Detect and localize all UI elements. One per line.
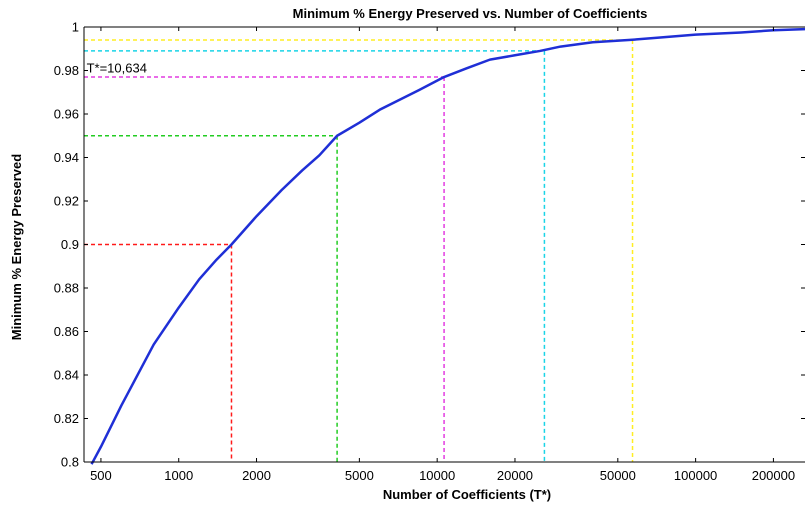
y-tick-label-6: 0.92	[54, 194, 79, 209]
x-axis-label: Number of Coefficients (T*)	[383, 487, 551, 502]
y-axis-label: Minimum % Energy Preserved	[9, 154, 24, 340]
x-tick-label-5: 20000	[497, 468, 533, 483]
y-tick-label-5: 0.9	[61, 237, 79, 252]
x-tick-label-6: 50000	[600, 468, 636, 483]
y-tick-label-2: 0.84	[54, 368, 79, 383]
y-tick-label-8: 0.96	[54, 107, 79, 122]
ticks: 0.8 0.82 0.84 0.86 0.88 0.9 0.92 0.94 0.96 0.98 1 5…	[54, 20, 805, 483]
series-layer	[90, 27, 805, 465]
x-tick-label-2: 2000	[242, 468, 271, 483]
y-tick-label-7: 0.94	[54, 150, 79, 165]
y-tick-label-9: 0.98	[54, 63, 79, 78]
x-tick-label-3: 5000	[345, 468, 374, 483]
annotation-label-0: T*=10,634	[87, 61, 147, 76]
y-tick-label-1: 0.82	[54, 411, 79, 426]
y-tick-label-3: 0.86	[54, 324, 79, 339]
x-tick-label-4: 10000	[419, 468, 455, 483]
chart-title: Minimum % Energy Preserved vs. Number of…	[293, 6, 648, 21]
annotations: T*=10,634	[87, 61, 147, 76]
x-tick-label-7: 100000	[674, 468, 717, 483]
x-tick-label-1: 1000	[164, 468, 193, 483]
x-tick-label-0: 500	[90, 468, 112, 483]
y-tick-label-0: 0.8	[61, 455, 79, 470]
x-tick-label-8: 200000	[752, 468, 795, 483]
data-series-line-0	[90, 27, 805, 465]
reference-lines	[84, 39, 634, 462]
y-tick-label-10: 1	[72, 20, 79, 35]
y-tick-label-4: 0.88	[54, 281, 79, 296]
